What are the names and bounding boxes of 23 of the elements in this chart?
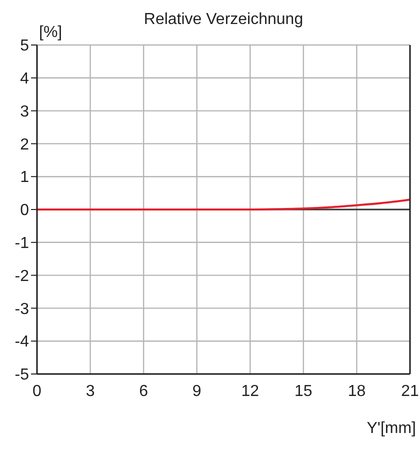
x-tick-label: 15: [294, 383, 312, 400]
x-tick-label: 9: [192, 383, 202, 400]
x-tick-label: 3: [86, 383, 95, 400]
y-tick-label: 1: [20, 169, 30, 186]
y-tick-label: -1: [14, 235, 30, 252]
y-tick-label: 5: [20, 38, 30, 55]
y-tick-label: 0: [20, 202, 30, 220]
line-series: [36, 198, 411, 210]
y-tick-label: 2: [20, 136, 30, 154]
y-axis-title: [%]: [39, 24, 62, 41]
x-axis-title: Y'[mm]: [366, 420, 416, 437]
x-tick-label: 12: [241, 383, 260, 400]
y-tick-label: -4: [14, 334, 30, 351]
y-tick-label: 4: [20, 70, 30, 88]
y-tick-label: 3: [20, 103, 30, 120]
x-tick-label: 6: [139, 383, 148, 400]
y-tick-label: -3: [14, 300, 30, 318]
y-tick-label: -2: [14, 268, 30, 285]
x-tick-label: 18: [348, 383, 366, 400]
chart-title: Relative Verzeichnung: [144, 11, 304, 28]
x-tick-label: 21: [401, 383, 419, 400]
y-tick-label: -5: [14, 366, 30, 384]
x-tick-label: 0: [32, 383, 42, 400]
